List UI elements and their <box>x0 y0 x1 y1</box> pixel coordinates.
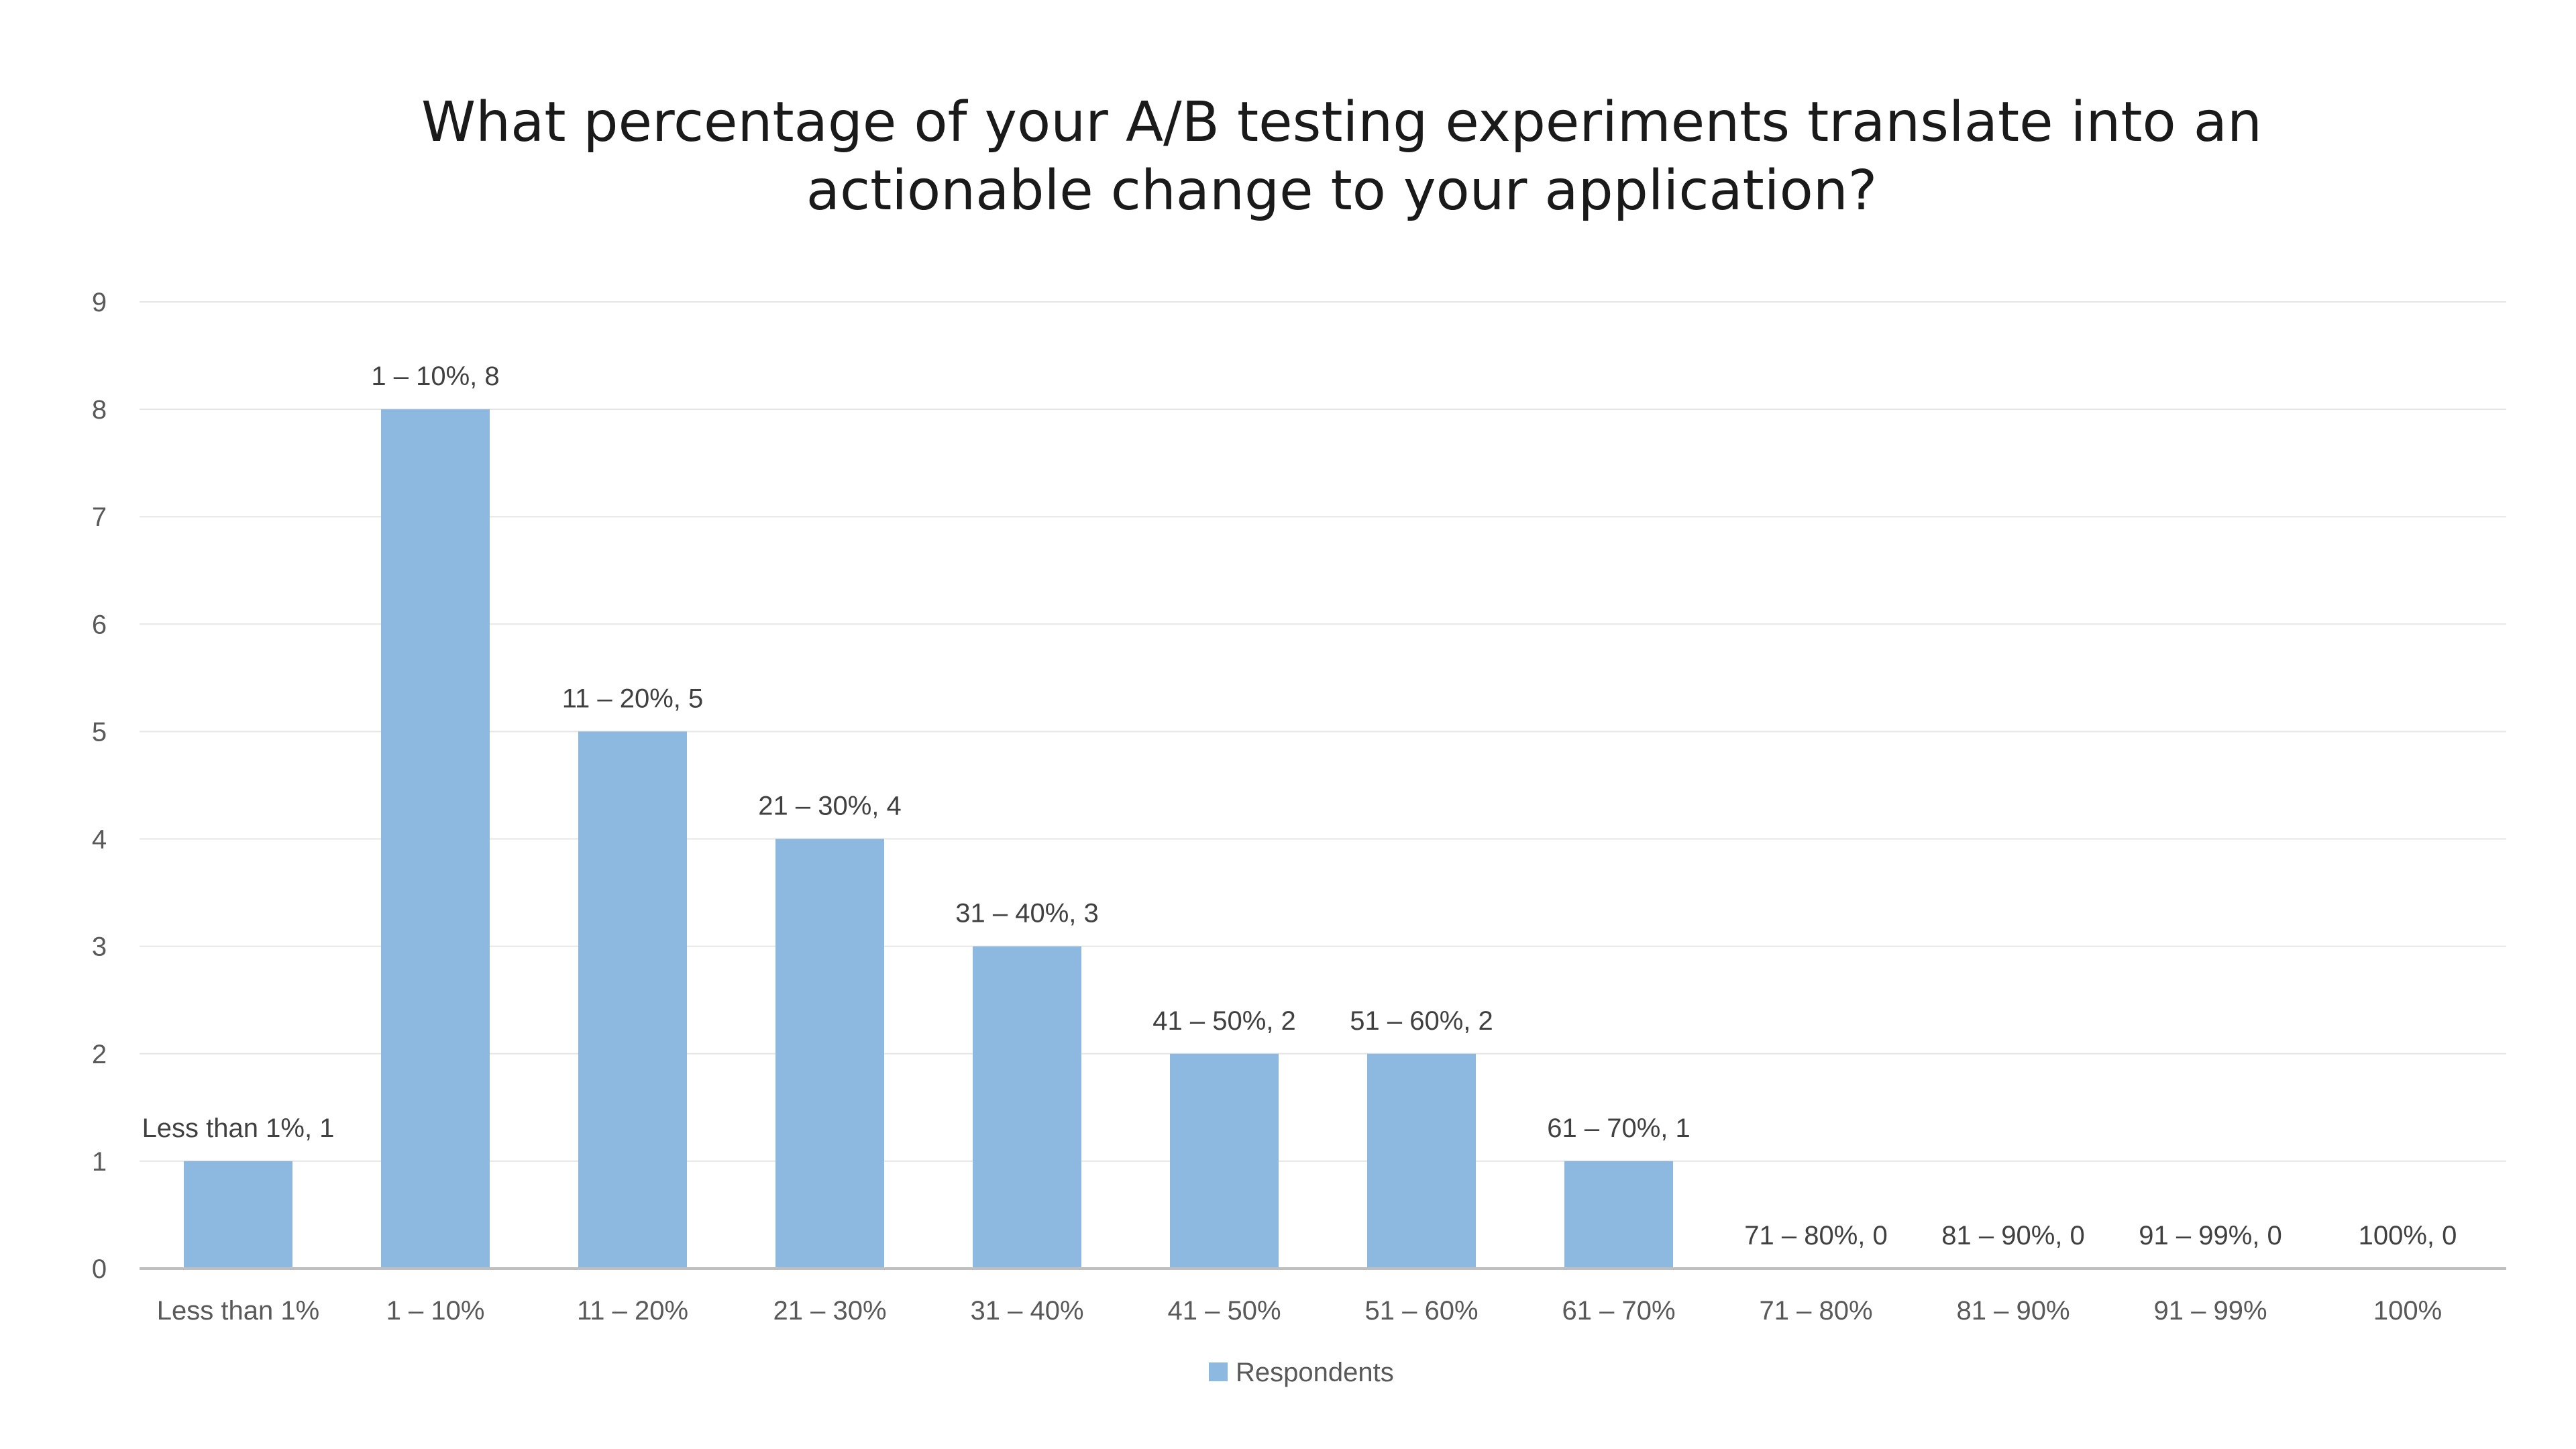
x-tick-label: 81 – 90% <box>1956 1296 2070 1326</box>
data-label: 81 – 90%, 0 <box>1941 1221 2085 1250</box>
x-tick-label: 31 – 40% <box>970 1296 1083 1326</box>
legend: Respondents <box>1209 1358 1394 1387</box>
y-tick-label: 8 <box>92 395 107 425</box>
bar <box>1367 1053 1476 1269</box>
data-label: 31 – 40%, 3 <box>955 899 1099 928</box>
x-tick-label: 71 – 80% <box>1759 1296 1872 1326</box>
y-tick-label: 2 <box>92 1040 107 1069</box>
bars <box>184 409 1673 1269</box>
chart-title-line-1: What percentage of your A/B testing expe… <box>421 91 2262 154</box>
y-tick-label: 1 <box>92 1147 107 1177</box>
data-label: 91 – 99%, 0 <box>2139 1221 2282 1250</box>
data-label: 11 – 20%, 5 <box>562 684 704 713</box>
x-tick-label: 21 – 30% <box>773 1296 886 1326</box>
x-tick-label: 51 – 60% <box>1364 1296 1478 1326</box>
chart-title: What percentage of your A/B testing expe… <box>421 91 2262 223</box>
x-tick-label: Less than 1% <box>157 1296 319 1326</box>
legend-label: Respondents <box>1236 1358 1394 1387</box>
bar <box>1564 1161 1673 1269</box>
x-tick-label: 91 – 99% <box>2153 1296 2267 1326</box>
data-label: 1 – 10%, 8 <box>371 362 499 391</box>
data-label: 41 – 50%, 2 <box>1152 1006 1296 1036</box>
x-axis-tick-labels: Less than 1% 1 – 10% 11 – 20% 21 – 30% 31 – … <box>157 1296 2442 1326</box>
data-label: 21 – 30%, 4 <box>758 792 902 821</box>
data-label: 51 – 60%, 2 <box>1350 1006 1493 1036</box>
x-tick-label: 100% <box>2373 1296 2442 1326</box>
x-tick-label: 41 – 50% <box>1167 1296 1281 1326</box>
y-tick-label: 5 <box>92 717 107 747</box>
bar <box>973 946 1081 1269</box>
bar <box>578 731 687 1269</box>
y-tick-label: 6 <box>92 610 107 639</box>
x-tick-label: 61 – 70% <box>1562 1296 1675 1326</box>
gridlines <box>140 301 2506 1162</box>
y-tick-label: 4 <box>92 825 107 855</box>
bar <box>184 1161 292 1269</box>
y-tick-label: 9 <box>92 288 107 317</box>
y-tick-label: 3 <box>92 932 107 962</box>
y-axis-tick-labels: 0 1 2 3 4 5 6 7 8 9 <box>92 288 107 1284</box>
data-label: 61 – 70%, 1 <box>1547 1114 1690 1143</box>
bar <box>381 409 490 1269</box>
bar <box>1170 1053 1279 1269</box>
data-labels: Less than 1%, 1 1 – 10%, 8 11 – 20%, 5 21 –… <box>142 362 2457 1250</box>
x-tick-label: 11 – 20% <box>577 1296 688 1326</box>
data-label: 100%, 0 <box>2359 1221 2457 1250</box>
data-label: 71 – 80%, 0 <box>1744 1221 1888 1250</box>
bar <box>775 839 884 1269</box>
y-tick-label: 0 <box>92 1254 107 1284</box>
y-tick-label: 7 <box>92 502 107 532</box>
legend-swatch <box>1209 1362 1228 1381</box>
data-label: Less than 1%, 1 <box>142 1114 335 1143</box>
chart-title-line-2: actionable change to your application? <box>806 159 1878 223</box>
x-tick-label: 1 – 10% <box>386 1296 485 1326</box>
